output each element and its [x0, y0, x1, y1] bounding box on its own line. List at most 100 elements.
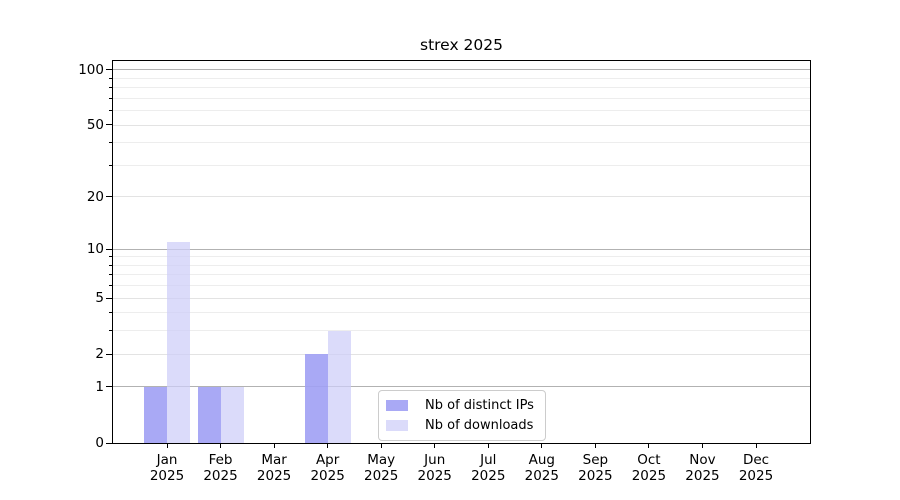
month-name: Mar — [261, 452, 287, 468]
month-name: Jul — [480, 452, 497, 468]
month-name: Dec — [742, 452, 770, 468]
legend-row-downloads: Nb of downloads — [386, 416, 534, 435]
y-minor-tick-6 — [109, 285, 112, 287]
y-gridline-minor-4 — [113, 312, 810, 314]
x-tick-label-oct: Oct 2025 — [617, 452, 681, 484]
y-tick-label-10: 10 — [86, 241, 104, 258]
month-name: Oct — [637, 452, 661, 468]
legend-label-distinct-ips: Nb of distinct IPs — [425, 398, 534, 413]
month-name: Jan — [156, 452, 178, 468]
y-gridline-1 — [113, 386, 810, 388]
y-tick-100 — [106, 69, 112, 71]
x-tick-label-nov: Nov 2025 — [670, 452, 734, 484]
x-tick-label-apr: Apr 2025 — [296, 452, 360, 484]
month-year: 2025 — [685, 468, 720, 484]
legend-label-downloads: Nb of downloads — [425, 418, 534, 433]
y-gridline-minor-40 — [113, 142, 810, 144]
y-gridline-minor-80 — [113, 87, 810, 89]
y-minor-tick-7 — [109, 274, 112, 276]
x-tick-jan — [166, 443, 168, 448]
x-tick-apr — [327, 443, 329, 448]
y-gridline-5 — [113, 297, 810, 299]
y-gridline-minor-8 — [113, 264, 810, 266]
y-tick-50 — [106, 124, 112, 126]
y-gridline-minor-90 — [113, 77, 810, 79]
y-tick-label-20: 20 — [86, 188, 104, 205]
y-tick-2 — [106, 353, 112, 355]
month-year: 2025 — [203, 468, 238, 484]
bar-distinct-ips-feb — [197, 386, 221, 443]
x-tick-label-dec: Dec 2025 — [724, 452, 788, 484]
y-minor-tick-80 — [109, 87, 112, 89]
legend-row-distinct-ips: Nb of distinct IPs — [386, 396, 534, 415]
bar-downloads-jan — [167, 242, 190, 443]
y-minor-tick-3 — [109, 330, 112, 332]
y-minor-tick-60 — [109, 110, 112, 111]
x-tick-aug — [541, 443, 543, 448]
legend-swatch-distinct-ips-icon — [386, 400, 408, 411]
x-tick-label-mar: Mar 2025 — [242, 452, 306, 484]
x-tick-label-jan: Jan 2025 — [135, 452, 199, 484]
y-tick-label-50: 50 — [86, 116, 104, 133]
bar-downloads-apr — [327, 330, 351, 443]
y-minor-tick-30 — [109, 164, 112, 166]
y-minor-tick-8 — [109, 264, 112, 266]
y-minor-tick-4 — [109, 312, 112, 314]
month-year: 2025 — [578, 468, 613, 484]
y-minor-tick-9 — [109, 256, 112, 258]
y-tick-1 — [106, 386, 112, 388]
x-tick-sep — [594, 443, 596, 448]
x-tick-oct — [648, 443, 650, 448]
x-tick-jul — [487, 443, 489, 448]
month-year: 2025 — [149, 468, 185, 484]
month-year: 2025 — [363, 468, 399, 484]
month-year: 2025 — [310, 468, 345, 484]
y-gridline-minor-6 — [113, 285, 810, 287]
month-year: 2025 — [738, 468, 774, 484]
y-minor-tick-40 — [109, 142, 112, 144]
month-name: Apr — [315, 452, 340, 468]
bar-distinct-ips-apr — [304, 354, 328, 443]
y-tick-label-5: 5 — [95, 290, 104, 307]
month-year: 2025 — [417, 468, 452, 484]
month-year: 2025 — [256, 468, 292, 484]
y-minor-tick-90 — [109, 77, 112, 79]
x-tick-label-feb: Feb 2025 — [189, 452, 253, 484]
y-gridline-minor-30 — [113, 164, 810, 166]
x-tick-mar — [273, 443, 275, 448]
y-tick-0 — [106, 442, 112, 444]
y-gridline-2 — [113, 353, 810, 355]
x-tick-label-jun: Jun 2025 — [403, 452, 467, 484]
y-gridline-minor-3 — [113, 330, 810, 332]
y-gridline-10 — [113, 248, 810, 250]
y-gridline-minor-7 — [113, 274, 810, 276]
y-gridline-100 — [113, 69, 810, 71]
month-year: 2025 — [524, 468, 559, 484]
x-tick-may — [380, 443, 382, 448]
y-gridline-20 — [113, 196, 810, 198]
month-name: Nov — [689, 452, 716, 468]
x-tick-dec — [755, 443, 757, 448]
y-tick-10 — [106, 248, 112, 250]
chart-title: strex 2025 — [420, 36, 503, 54]
y-tick-label-2: 2 — [95, 346, 104, 363]
month-name: Jun — [424, 452, 446, 468]
month-year: 2025 — [631, 468, 667, 484]
x-tick-nov — [701, 443, 703, 448]
y-tick-20 — [106, 196, 112, 198]
x-tick-label-aug: Aug 2025 — [510, 452, 574, 484]
y-gridline-minor-60 — [113, 110, 810, 112]
x-tick-feb — [220, 443, 222, 448]
x-tick-jun — [434, 443, 436, 448]
bar-distinct-ips-jan — [144, 386, 167, 443]
y-tick-label-100: 100 — [78, 61, 104, 78]
month-name: Aug — [528, 452, 555, 468]
month-name: Sep — [582, 452, 609, 468]
plot-area — [113, 61, 810, 443]
y-gridline-50 — [113, 124, 810, 126]
y-tick-label-1: 1 — [95, 378, 104, 395]
month-name: May — [367, 452, 396, 468]
y-gridline-minor-70 — [113, 97, 810, 99]
y-tick-5 — [106, 297, 112, 299]
